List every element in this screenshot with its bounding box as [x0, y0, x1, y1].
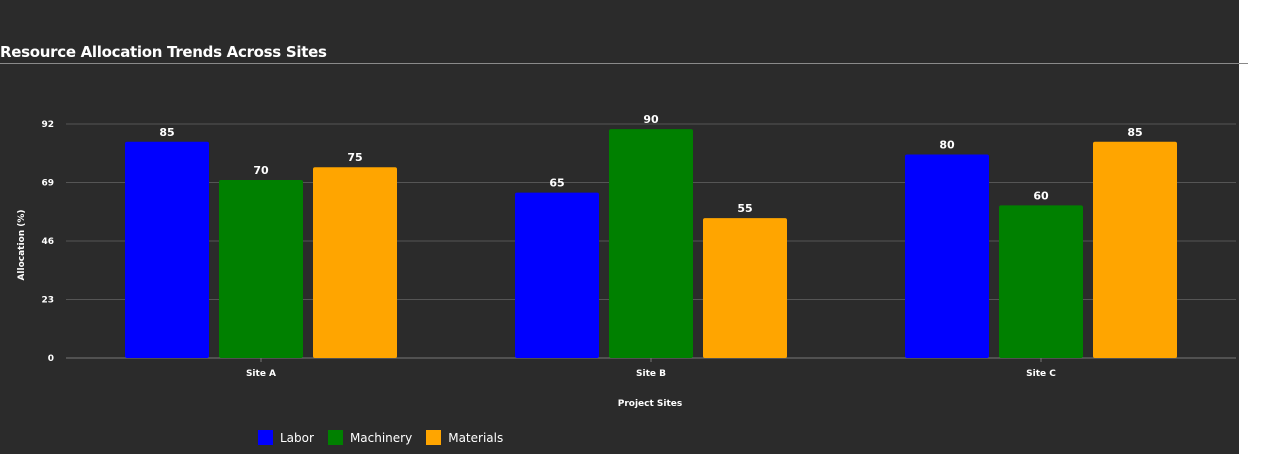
x-tick-label: Site B: [636, 369, 666, 379]
chart-panel: Resource Allocation Trends Across Sites …: [0, 0, 1248, 454]
title-divider: [0, 63, 1248, 64]
data-label: 85: [159, 126, 174, 139]
y-tick-labels: 0 23 46 69 92: [41, 120, 54, 364]
legend-item-labor[interactable]: Labor: [258, 430, 314, 445]
legend-label: Labor: [280, 430, 314, 445]
legend: Labor Machinery Materials: [258, 430, 517, 445]
bar-labor-1[interactable]: [125, 141, 209, 358]
legend-item-machinery[interactable]: Machinery: [327, 430, 413, 445]
x-tick-label: Site A: [246, 369, 276, 379]
bar-materials-2[interactable]: [703, 218, 787, 358]
bar-materials-1[interactable]: [313, 167, 397, 358]
y-tick-label: 92: [41, 120, 54, 130]
x-axis-label: Project Sites: [618, 399, 683, 409]
bar-labor-3[interactable]: [905, 154, 989, 358]
bar-machinery-1[interactable]: [219, 179, 303, 358]
data-label: 55: [737, 202, 752, 215]
data-label: 85: [1127, 126, 1142, 139]
y-tick-label: 46: [41, 237, 54, 247]
bar-machinery-3[interactable]: [999, 205, 1083, 358]
data-label: 90: [643, 113, 659, 126]
bars: [125, 129, 1177, 358]
legend-swatch: [426, 430, 442, 445]
legend-swatch: [258, 430, 273, 445]
x-tick-label: Site C: [1026, 369, 1056, 379]
chart-title: Resource Allocation Trends Across Sites: [0, 43, 327, 61]
x-tick-labels: Site A Site B Site C: [246, 358, 1056, 379]
legend-item-materials[interactable]: Materials: [426, 430, 503, 445]
legend-swatch: [327, 430, 343, 445]
legend-label: Machinery: [349, 430, 413, 445]
data-label: 70: [253, 164, 269, 177]
y-tick-label: 23: [41, 296, 54, 306]
y-axis-label: Allocation (%): [17, 209, 27, 280]
y-tick-label: 69: [41, 179, 54, 189]
legend-label: Materials: [448, 430, 504, 445]
data-label: 65: [549, 177, 564, 190]
bar-materials-3[interactable]: [1093, 141, 1177, 358]
bar-machinery-2[interactable]: [609, 129, 693, 358]
data-label: 60: [1033, 189, 1049, 202]
bar-labor-2[interactable]: [515, 192, 599, 358]
data-label: 80: [939, 139, 955, 152]
data-label: 75: [347, 151, 362, 164]
data-labels: 85 70 75 65 90 55 80 60 85: [159, 113, 1142, 215]
y-tick-label: 0: [48, 354, 54, 364]
